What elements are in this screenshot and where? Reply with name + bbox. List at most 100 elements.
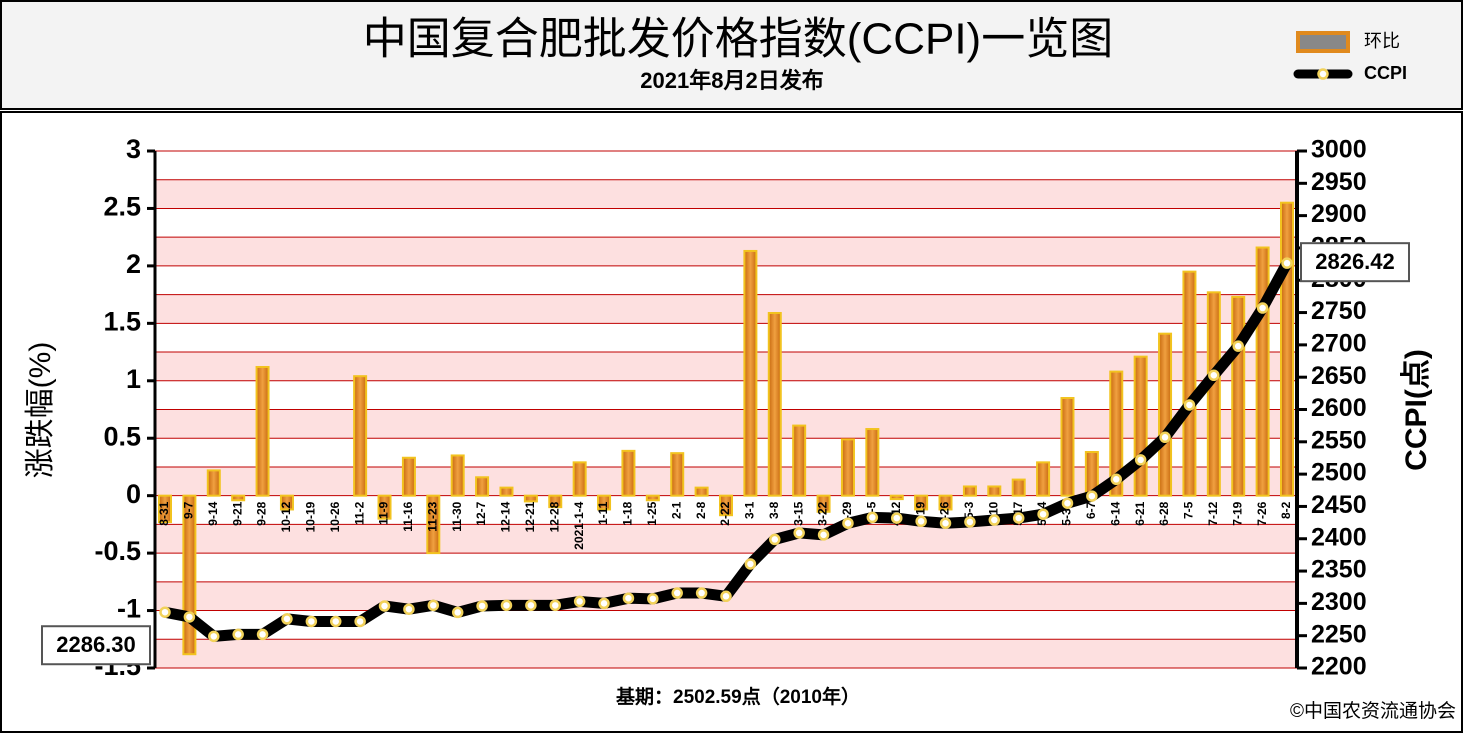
x-tick-label: 9-21	[230, 501, 244, 525]
bar	[377, 494, 392, 520]
x-tick-label: 12-7	[474, 501, 488, 525]
bar	[914, 494, 929, 511]
marker	[1232, 340, 1244, 352]
x-tick-label: 6-14	[1108, 501, 1122, 525]
bar	[1158, 332, 1173, 497]
marker	[1159, 431, 1171, 444]
band	[155, 179, 1297, 209]
value-label-box	[1300, 242, 1410, 283]
legend-marker	[1317, 68, 1329, 80]
bar	[450, 454, 465, 497]
marker	[598, 597, 610, 610]
y-tick-label: 3	[126, 134, 141, 164]
x-tick-label: 2021-1-4	[572, 501, 586, 549]
x-tick-label: 2-8	[694, 501, 708, 519]
y2-tick-label: 2900	[1311, 200, 1367, 228]
marker	[476, 600, 488, 612]
y2-tick-label: 2550	[1311, 426, 1367, 454]
legend-label: 环比	[1364, 31, 1400, 51]
bar	[1036, 461, 1051, 497]
marker	[427, 599, 440, 612]
marker	[842, 517, 854, 529]
marker	[964, 516, 976, 528]
y-tick-label: -1	[117, 594, 141, 624]
band	[155, 237, 1297, 266]
marker	[817, 529, 830, 541]
bar	[694, 486, 709, 497]
y-tick-label: -0.5	[94, 536, 141, 566]
bar	[597, 494, 612, 511]
x-tick-label: 12-21	[523, 501, 537, 532]
x-tick-label: 1-11	[596, 501, 610, 525]
marker	[1256, 302, 1269, 314]
y-tick-label: 1	[126, 364, 141, 394]
value-label-box	[41, 625, 151, 666]
bar	[255, 365, 270, 497]
marker	[1086, 490, 1098, 502]
x-tick-label: 11-30	[450, 501, 464, 531]
marker	[281, 613, 293, 625]
value-label: 2286.30	[56, 632, 136, 657]
x-tick-label: 8-2	[1279, 501, 1293, 519]
bar	[743, 249, 758, 497]
bar	[426, 494, 441, 555]
bar	[1280, 201, 1294, 497]
marker	[183, 611, 196, 623]
y2-tick-label: 2200	[1311, 653, 1367, 681]
header-box	[0, 0, 1463, 110]
marker	[573, 595, 586, 608]
marker	[1281, 257, 1293, 269]
marker	[793, 527, 805, 539]
marker	[1208, 369, 1220, 381]
y2-tick-label: 2400	[1311, 523, 1367, 551]
value-label: 2826.42	[1315, 249, 1395, 274]
marker	[1061, 497, 1074, 509]
marker	[988, 514, 1001, 526]
bar	[865, 428, 880, 497]
note: 基期：2502.59点（2010年）	[615, 685, 860, 708]
bar	[938, 494, 953, 511]
y-tick-label: 2	[126, 249, 141, 279]
x-tick-label: 11-9	[377, 501, 391, 525]
x-tick-label: 2-1	[669, 501, 683, 519]
bar	[621, 449, 636, 497]
y2-tick-label: 2250	[1311, 620, 1367, 648]
marker	[769, 533, 781, 546]
marker	[208, 630, 220, 643]
bar	[1255, 246, 1270, 497]
y2-tick-label: 2950	[1311, 168, 1367, 196]
bar	[1109, 370, 1124, 497]
bar	[1060, 397, 1075, 497]
y-tick-label: 0	[126, 479, 141, 509]
x-tick-label: 6-7	[1084, 501, 1098, 519]
bar	[206, 469, 221, 497]
chart-title: 中国复合肥批发价格指数(CCPI)一览图	[363, 15, 1113, 64]
y2-tick-label: 2700	[1311, 329, 1367, 357]
legend-label: CCPI	[1364, 63, 1407, 83]
y2-tick-label: 2500	[1311, 459, 1367, 487]
bar	[889, 494, 904, 501]
bar	[475, 476, 490, 497]
bar	[279, 494, 294, 511]
bar	[572, 461, 587, 497]
bar	[767, 311, 782, 497]
x-tick-label: 1-18	[621, 501, 635, 525]
marker	[305, 615, 318, 628]
bar	[792, 424, 807, 497]
x-tick-label: 12-28	[547, 501, 561, 532]
y2-tick-label: 2450	[1311, 491, 1367, 519]
band	[155, 524, 1297, 554]
marker	[622, 592, 635, 604]
y2-axis-title: CCPI(点)	[1400, 349, 1433, 471]
bar	[158, 494, 172, 524]
chart-subtitle: 2021年8月2日发布	[640, 68, 823, 93]
band	[155, 294, 1297, 324]
x-tick-label: 6-28	[1157, 501, 1171, 525]
x-tick-label: 10-19	[304, 501, 318, 532]
marker	[232, 628, 244, 641]
marker	[647, 593, 659, 605]
y-axis-title: 涨跌幅(%)	[24, 342, 57, 479]
bar	[401, 456, 416, 497]
bar	[523, 494, 538, 503]
